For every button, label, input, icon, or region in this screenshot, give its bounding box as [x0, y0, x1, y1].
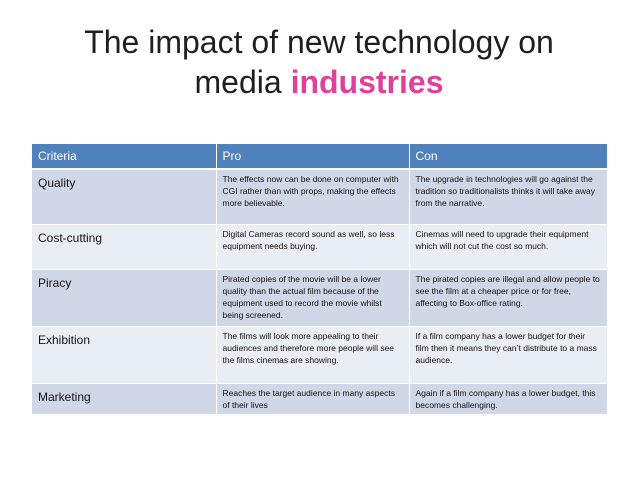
table-row: Marketing Reaches the target audience in… [32, 383, 608, 415]
pro-cell: Pirated copies of the movie will be a lo… [216, 269, 410, 327]
con-cell: If a film company has a lower budget for… [409, 326, 608, 384]
header-criteria: Criteria [32, 144, 217, 170]
table-row: Cost-cutting Digital Cameras record soun… [32, 224, 608, 270]
pro-cell: Reaches the target audience in many aspe… [216, 383, 410, 415]
table-row: Quality The effects now can be done on c… [32, 169, 608, 225]
con-cell: Cinemas will need to upgrade their equip… [409, 224, 608, 270]
title-line-2-text: media [194, 64, 282, 100]
pro-cell: The films will look more appealing to th… [216, 326, 410, 384]
header-con: Con [409, 144, 608, 170]
table-row: Exhibition The films will look more appe… [32, 326, 608, 384]
table-header-row: Criteria Pro Con [32, 144, 608, 170]
con-cell: Again if a film company has a lower budg… [409, 383, 608, 415]
criteria-cell: Cost-cutting [32, 224, 217, 270]
comparison-table: Criteria Pro Con Quality The effects now… [32, 144, 608, 415]
criteria-cell: Exhibition [32, 326, 217, 384]
slide-title: The impact of new technology on media in… [40, 22, 598, 102]
header-pro: Pro [216, 144, 410, 170]
con-cell: The pirated copies are illegal and allow… [409, 269, 608, 327]
criteria-cell: Piracy [32, 269, 217, 327]
pro-cell: The effects now can be done on computer … [216, 169, 410, 225]
pro-cell: Digital Cameras record sound as well, so… [216, 224, 410, 270]
criteria-cell: Marketing [32, 383, 217, 415]
title-line-2: media industries [40, 62, 598, 102]
title-accent-word: industries [290, 64, 444, 100]
criteria-cell: Quality [32, 169, 217, 225]
title-line-1: The impact of new technology on [84, 24, 554, 60]
con-cell: The upgrade in technologies will go agai… [409, 169, 608, 225]
table-row: Piracy Pirated copies of the movie will … [32, 269, 608, 327]
